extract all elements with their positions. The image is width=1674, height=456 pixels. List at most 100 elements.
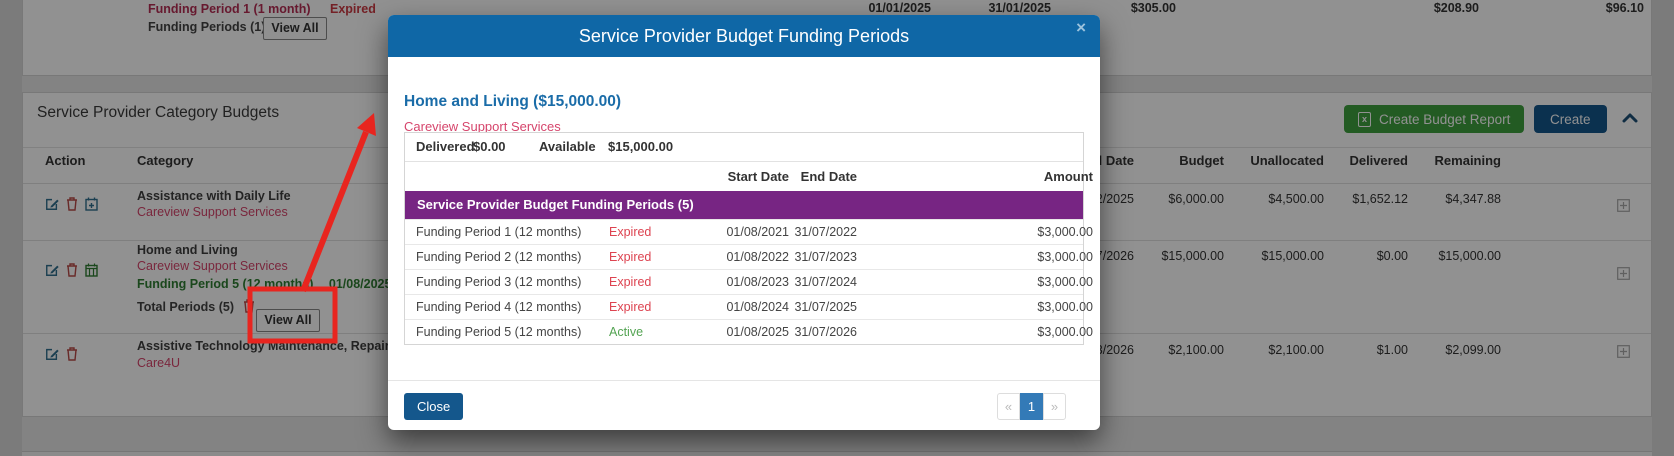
delivered-label: Delivered [416, 139, 475, 154]
calendar-plus-icon[interactable] [85, 197, 98, 211]
period-status: Expired [609, 225, 652, 239]
expand-row-icon[interactable] [1617, 345, 1630, 358]
cell-budget: $2,100.00 [1168, 343, 1224, 357]
funding-periods-table: Delivered $0.00 Available $15,000.00 Sta… [404, 132, 1093, 345]
available-label: Available [539, 139, 596, 154]
cell-delivered: $1,652.12 [1352, 192, 1408, 206]
period-end: 31/07/2025 [794, 300, 857, 314]
cell-delivered: $1.00 [1376, 343, 1408, 357]
modal-footer: Close « 1 » [388, 380, 1100, 430]
cell-unallocated: $4,500.00 [1268, 192, 1324, 206]
available-value: $15,000.00 [608, 139, 674, 154]
funding-status-badge: Expired [329, 2, 376, 16]
edit-icon[interactable] [45, 347, 59, 361]
period-status: Active [609, 325, 644, 339]
modal-provider-link[interactable]: Careview Support Services [404, 119, 561, 134]
next-card-top-edge [22, 451, 1652, 456]
cell-remaining: $2,099.00 [1445, 343, 1501, 357]
trash-icon[interactable] [66, 197, 78, 211]
period-status: Expired [609, 250, 652, 264]
top-row-remaining: $96.10 [1605, 1, 1644, 15]
period-start: 01/08/2022 [726, 250, 789, 264]
cell-delivered: $0.00 [1376, 249, 1408, 263]
col-budget: Budget [1179, 153, 1224, 168]
spreadsheet-icon: x [1358, 111, 1371, 127]
trash-icon[interactable] [66, 263, 78, 277]
funding-period-row: Funding Period 5 (12 months) Active 01/0… [405, 319, 1093, 344]
modal-category-heading: Home and Living ($15,000.00) [404, 93, 622, 110]
pagination-prev[interactable]: « [997, 393, 1020, 420]
create-button[interactable]: Create [1534, 105, 1607, 133]
create-budget-report-label: Create Budget Report [1379, 111, 1511, 127]
funding-period-row: Funding Period 4 (12 months) Expired 01/… [405, 294, 1093, 319]
expand-row-icon[interactable] [1617, 199, 1630, 212]
delivered-value: $0.00 [473, 139, 506, 154]
summary-row: Delivered $0.00 Available $15,000.00 [405, 133, 1083, 161]
period-name: Funding Period 4 (12 months) [416, 300, 582, 314]
period-status: Expired [609, 300, 652, 314]
col-category: Category [137, 153, 194, 168]
funding-period-row: Funding Period 3 (12 months) Expired 01/… [405, 269, 1093, 294]
col-amount: Amount [1043, 169, 1093, 184]
period-end: 31/07/2022 [794, 225, 857, 239]
pagination-page-1[interactable]: 1 [1020, 393, 1043, 420]
period-amount: $3,000.00 [1037, 325, 1093, 339]
view-all-button-top[interactable]: View All [263, 17, 327, 40]
col-start-date: Start Date [727, 169, 789, 184]
edit-icon[interactable] [45, 263, 59, 277]
funding-period-row: Funding Period 1 (12 months) Expired 01/… [405, 219, 1093, 244]
pagination: « 1 » [997, 393, 1066, 420]
period-end: 31/07/2024 [794, 275, 857, 289]
category-provider: Careview Support Services [137, 205, 288, 219]
col-end-date: End Date [800, 169, 857, 184]
period-name: Funding Period 5 (12 months) [416, 325, 582, 339]
period-amount: $3,000.00 [1037, 275, 1093, 289]
cell-unallocated: $15,000.00 [1261, 249, 1324, 263]
cell-budget: $6,000.00 [1168, 192, 1224, 206]
period-start: 01/08/2024 [726, 300, 789, 314]
cell-remaining: $15,000.00 [1438, 249, 1501, 263]
category-provider: Care4U [137, 356, 181, 370]
funding-period-row: Funding Period 2 (12 months) Expired 01/… [405, 244, 1093, 269]
col-delivered: Delivered [1349, 153, 1408, 168]
period-amount: $3,000.00 [1037, 250, 1093, 264]
period-status: Expired [609, 275, 652, 289]
top-row-delivered: $208.90 [1433, 1, 1479, 15]
cell-unallocated: $2,100.00 [1268, 343, 1324, 357]
trash-icon[interactable] [66, 347, 78, 361]
funding-periods-modal: Service Provider Budget Funding Periods … [388, 15, 1100, 430]
funding-period-label: Funding Period 1 (1 month) [148, 2, 311, 16]
col-action: Action [45, 153, 86, 168]
category-name: Home and Living [137, 243, 238, 257]
edit-icon[interactable] [45, 197, 59, 211]
period-start: 01/08/2025 [726, 325, 789, 339]
top-row-budget: $305.00 [1130, 1, 1176, 15]
expand-row-icon[interactable] [1617, 267, 1630, 280]
cell-budget: $15,000.00 [1161, 249, 1224, 263]
category-provider: Careview Support Services [137, 259, 288, 273]
period-end: 31/07/2026 [794, 325, 857, 339]
create-budget-report-button[interactable]: x Create Budget Report [1344, 105, 1525, 133]
period-start: 01/08/2021 [726, 225, 789, 239]
period-start: 01/08/2023 [726, 275, 789, 289]
close-icon[interactable]: × [1076, 18, 1086, 37]
top-row-end-date: 31/01/2025 [988, 1, 1051, 15]
collapse-chevron-up-icon[interactable] [1621, 111, 1639, 125]
top-row-start-date: 01/01/2025 [868, 1, 931, 15]
funding-periods-count: Funding Periods (1) [148, 20, 266, 34]
group-header: Service Provider Budget Funding Periods … [405, 191, 1083, 219]
period-end: 31/07/2023 [794, 250, 857, 264]
close-button[interactable]: Close [404, 393, 464, 420]
total-periods-label: Total Periods (5) [137, 300, 235, 314]
col-remaining: Remaining [1434, 153, 1501, 168]
card-title: Service Provider Category Budgets [37, 104, 280, 121]
pagination-next[interactable]: » [1043, 393, 1066, 420]
period-name: Funding Period 2 (12 months) [416, 250, 582, 264]
category-name: Assistance with Daily Life [137, 189, 291, 203]
period-name: Funding Period 1 (12 months) [416, 225, 582, 239]
period-amount: $3,000.00 [1037, 225, 1093, 239]
period-amount: $3,000.00 [1037, 300, 1093, 314]
modal-title: Service Provider Budget Funding Periods [388, 15, 1100, 57]
calendar-icon[interactable] [85, 263, 98, 277]
table-header-row: Start Date End Date Amount [405, 161, 1093, 191]
